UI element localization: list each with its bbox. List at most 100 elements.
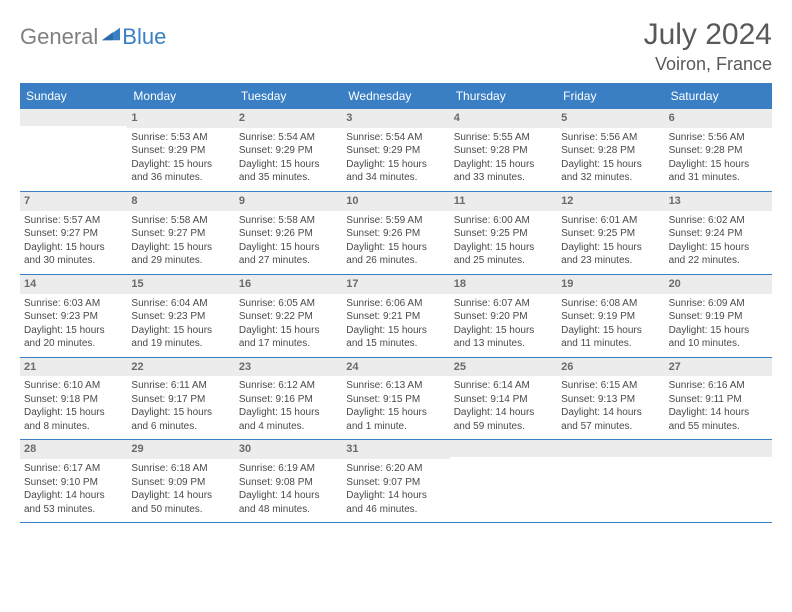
day-number: 2 <box>235 109 342 128</box>
daylight-text: Daylight: 15 hours and 22 minutes. <box>669 241 768 268</box>
daylight-text: Daylight: 15 hours and 32 minutes. <box>561 158 660 185</box>
weekday-header: Tuesday <box>235 85 342 109</box>
calendar-day: 6Sunrise: 5:56 AMSunset: 9:28 PMDaylight… <box>665 109 772 191</box>
daylight-text: Daylight: 15 hours and 27 minutes. <box>239 241 338 268</box>
calendar-day: 1Sunrise: 5:53 AMSunset: 9:29 PMDaylight… <box>127 109 234 191</box>
daylight-text: Daylight: 14 hours and 50 minutes. <box>131 489 230 516</box>
sunrise-text: Sunrise: 5:58 AM <box>131 214 230 228</box>
daylight-text: Daylight: 15 hours and 4 minutes. <box>239 406 338 433</box>
day-number: 5 <box>557 109 664 128</box>
sunset-text: Sunset: 9:23 PM <box>24 310 123 324</box>
sunrise-text: Sunrise: 5:53 AM <box>131 131 230 145</box>
sunset-text: Sunset: 9:25 PM <box>454 227 553 241</box>
sunset-text: Sunset: 9:23 PM <box>131 310 230 324</box>
day-number: 6 <box>665 109 772 128</box>
sunset-text: Sunset: 9:27 PM <box>131 227 230 241</box>
sunrise-text: Sunrise: 6:13 AM <box>346 379 445 393</box>
sunset-text: Sunset: 9:27 PM <box>24 227 123 241</box>
sunrise-text: Sunrise: 6:20 AM <box>346 462 445 476</box>
calendar-day: 16Sunrise: 6:05 AMSunset: 9:22 PMDayligh… <box>235 275 342 357</box>
daylight-text: Daylight: 15 hours and 30 minutes. <box>24 241 123 268</box>
title-block: July 2024 Voiron, France <box>644 18 772 75</box>
sunrise-text: Sunrise: 6:18 AM <box>131 462 230 476</box>
daylight-text: Daylight: 15 hours and 35 minutes. <box>239 158 338 185</box>
calendar-day: 24Sunrise: 6:13 AMSunset: 9:15 PMDayligh… <box>342 358 449 440</box>
sunset-text: Sunset: 9:11 PM <box>669 393 768 407</box>
daylight-text: Daylight: 15 hours and 1 minute. <box>346 406 445 433</box>
daylight-text: Daylight: 14 hours and 59 minutes. <box>454 406 553 433</box>
calendar-day: 10Sunrise: 5:59 AMSunset: 9:26 PMDayligh… <box>342 192 449 274</box>
daylight-text: Daylight: 15 hours and 10 minutes. <box>669 324 768 351</box>
daylight-text: Daylight: 14 hours and 48 minutes. <box>239 489 338 516</box>
calendar-day: 7Sunrise: 5:57 AMSunset: 9:27 PMDaylight… <box>20 192 127 274</box>
weekday-header: Monday <box>127 85 234 109</box>
calendar-body: 1Sunrise: 5:53 AMSunset: 9:29 PMDaylight… <box>20 109 772 523</box>
day-number: 25 <box>450 358 557 377</box>
day-number: 31 <box>342 440 449 459</box>
calendar-week: 28Sunrise: 6:17 AMSunset: 9:10 PMDayligh… <box>20 440 772 523</box>
calendar-day: 9Sunrise: 5:58 AMSunset: 9:26 PMDaylight… <box>235 192 342 274</box>
calendar-day: 15Sunrise: 6:04 AMSunset: 9:23 PMDayligh… <box>127 275 234 357</box>
day-number: 28 <box>20 440 127 459</box>
sunset-text: Sunset: 9:22 PM <box>239 310 338 324</box>
location-label: Voiron, France <box>644 54 772 75</box>
sunrise-text: Sunrise: 6:01 AM <box>561 214 660 228</box>
sunset-text: Sunset: 9:28 PM <box>669 144 768 158</box>
brand-part1: General <box>20 24 98 50</box>
calendar-day: 4Sunrise: 5:55 AMSunset: 9:28 PMDaylight… <box>450 109 557 191</box>
sunset-text: Sunset: 9:20 PM <box>454 310 553 324</box>
sunrise-text: Sunrise: 6:03 AM <box>24 297 123 311</box>
calendar-day: 18Sunrise: 6:07 AMSunset: 9:20 PMDayligh… <box>450 275 557 357</box>
day-number: 16 <box>235 275 342 294</box>
daylight-text: Daylight: 15 hours and 33 minutes. <box>454 158 553 185</box>
calendar-day: 25Sunrise: 6:14 AMSunset: 9:14 PMDayligh… <box>450 358 557 440</box>
day-number: 27 <box>665 358 772 377</box>
weekday-header: Friday <box>557 85 664 109</box>
calendar-week: 14Sunrise: 6:03 AMSunset: 9:23 PMDayligh… <box>20 275 772 358</box>
calendar-day: 22Sunrise: 6:11 AMSunset: 9:17 PMDayligh… <box>127 358 234 440</box>
weekday-header: Thursday <box>450 85 557 109</box>
sunset-text: Sunset: 9:17 PM <box>131 393 230 407</box>
daylight-text: Daylight: 14 hours and 55 minutes. <box>669 406 768 433</box>
day-number: 8 <box>127 192 234 211</box>
calendar-day: 5Sunrise: 5:56 AMSunset: 9:28 PMDaylight… <box>557 109 664 191</box>
daylight-text: Daylight: 14 hours and 57 minutes. <box>561 406 660 433</box>
sunrise-text: Sunrise: 6:15 AM <box>561 379 660 393</box>
sunrise-text: Sunrise: 6:12 AM <box>239 379 338 393</box>
daylight-text: Daylight: 15 hours and 31 minutes. <box>669 158 768 185</box>
daylight-text: Daylight: 15 hours and 15 minutes. <box>346 324 445 351</box>
day-number: 18 <box>450 275 557 294</box>
sunset-text: Sunset: 9:10 PM <box>24 476 123 490</box>
calendar-day: 27 Sunrise: 6:16 AMSunset: 9:11 PMDayligh… <box>665 358 772 440</box>
calendar-day-empty <box>20 109 127 191</box>
calendar-week: 21Sunrise: 6:10 AMSunset: 9:18 PMDayligh… <box>20 358 772 441</box>
sunrise-text: Sunrise: 6:00 AM <box>454 214 553 228</box>
calendar-week: 1Sunrise: 5:53 AMSunset: 9:29 PMDaylight… <box>20 109 772 192</box>
sunset-text: Sunset: 9:21 PM <box>346 310 445 324</box>
sunset-text: Sunset: 9:15 PM <box>346 393 445 407</box>
daylight-text: Daylight: 15 hours and 20 minutes. <box>24 324 123 351</box>
calendar-day: 29Sunrise: 6:18 AMSunset: 9:09 PMDayligh… <box>127 440 234 522</box>
calendar-day: 12Sunrise: 6:01 AMSunset: 9:25 PMDayligh… <box>557 192 664 274</box>
day-number: 4 <box>450 109 557 128</box>
sunrise-text: Sunrise: 6:16 AM <box>669 379 768 393</box>
day-number: 14 <box>20 275 127 294</box>
sunset-text: Sunset: 9:28 PM <box>454 144 553 158</box>
calendar-day: 26Sunrise: 6:15 AMSunset: 9:13 PMDayligh… <box>557 358 664 440</box>
daylight-text: Daylight: 15 hours and 19 minutes. <box>131 324 230 351</box>
weekday-header: Saturday <box>665 85 772 109</box>
daylight-text: Daylight: 15 hours and 13 minutes. <box>454 324 553 351</box>
sunrise-text: Sunrise: 6:04 AM <box>131 297 230 311</box>
sunrise-text: Sunrise: 5:54 AM <box>239 131 338 145</box>
day-number: 13 <box>665 192 772 211</box>
day-number: 30 <box>235 440 342 459</box>
sunrise-text: Sunrise: 6:09 AM <box>669 297 768 311</box>
sunset-text: Sunset: 9:16 PM <box>239 393 338 407</box>
calendar-day: 2 Sunrise: 5:54 AMSunset: 9:29 PMDaylight… <box>235 109 342 191</box>
daylight-text: Daylight: 15 hours and 6 minutes. <box>131 406 230 433</box>
sunrise-text: Sunrise: 6:19 AM <box>239 462 338 476</box>
daylight-text: Daylight: 15 hours and 11 minutes. <box>561 324 660 351</box>
day-number: 29 <box>127 440 234 459</box>
sunset-text: Sunset: 9:29 PM <box>239 144 338 158</box>
calendar-day-empty <box>450 440 557 522</box>
